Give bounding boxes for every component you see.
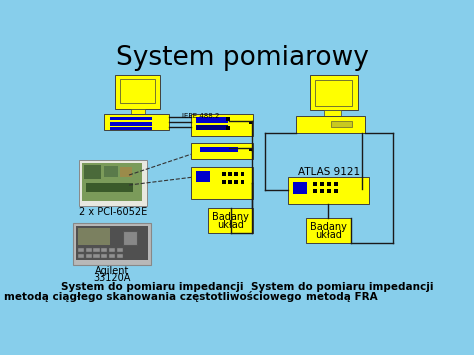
Bar <box>288 178 369 204</box>
Bar <box>109 122 152 126</box>
Bar <box>73 223 151 265</box>
Bar <box>86 183 133 192</box>
Bar <box>86 248 92 252</box>
Text: 2 x PCI-6052E: 2 x PCI-6052E <box>79 207 147 217</box>
Bar <box>78 248 84 252</box>
Bar <box>115 75 160 109</box>
Text: metodą FRA: metodą FRA <box>306 292 378 302</box>
Bar <box>208 208 253 233</box>
Text: układ: układ <box>315 230 342 240</box>
Bar <box>226 126 230 130</box>
Text: układ: układ <box>217 220 244 230</box>
Bar <box>313 182 317 186</box>
Bar <box>109 116 152 120</box>
Bar <box>235 180 238 184</box>
Bar <box>249 121 252 124</box>
Bar <box>306 218 351 243</box>
Bar <box>104 166 118 176</box>
Text: metodą ciągłego skanowania częstotliwościowego: metodą ciągłego skanowania częstotliwośc… <box>3 291 301 302</box>
Bar <box>226 117 230 121</box>
Bar <box>117 254 123 258</box>
Bar <box>196 125 228 130</box>
Bar <box>241 172 245 176</box>
Bar <box>228 172 232 176</box>
Bar <box>196 171 210 182</box>
Bar <box>191 143 253 159</box>
Bar <box>101 254 107 258</box>
Bar <box>93 254 100 258</box>
Bar <box>109 248 115 252</box>
Text: ATLAS 9121: ATLAS 9121 <box>298 167 360 177</box>
Bar <box>328 189 331 193</box>
Bar <box>82 163 142 201</box>
Bar <box>130 109 145 114</box>
Bar <box>228 180 232 184</box>
Bar <box>330 121 352 127</box>
Bar <box>249 148 252 151</box>
Bar <box>75 226 148 260</box>
Bar <box>109 126 152 130</box>
Text: System do pomiaru impedancji: System do pomiaru impedancji <box>251 283 433 293</box>
Bar <box>93 248 100 252</box>
Bar <box>222 172 226 176</box>
Bar <box>296 116 365 133</box>
Text: Agilent: Agilent <box>95 266 129 276</box>
Bar <box>120 79 155 103</box>
Bar <box>191 166 253 199</box>
Bar <box>310 75 357 110</box>
Bar <box>78 254 84 258</box>
Bar <box>200 147 238 152</box>
Bar <box>222 180 226 184</box>
Text: 33120A: 33120A <box>93 273 131 283</box>
Bar <box>334 182 338 186</box>
Bar <box>328 182 331 186</box>
Bar <box>320 189 324 193</box>
Bar <box>315 80 352 106</box>
Bar <box>293 182 307 194</box>
Text: IEEE 488.2: IEEE 488.2 <box>182 113 219 119</box>
Bar <box>235 172 238 176</box>
Text: Badany: Badany <box>310 222 346 233</box>
Bar <box>104 114 169 130</box>
Bar <box>320 182 324 186</box>
Text: System pomiarowy: System pomiarowy <box>117 45 369 71</box>
Bar <box>79 160 147 206</box>
Text: Badany: Badany <box>212 212 249 222</box>
Bar <box>109 254 115 258</box>
Bar <box>78 228 110 245</box>
Bar <box>86 254 92 258</box>
Bar <box>324 110 341 116</box>
Bar <box>117 248 123 252</box>
Bar <box>241 180 245 184</box>
Text: System do pomiaru impedancji: System do pomiaru impedancji <box>61 283 244 293</box>
Bar <box>196 117 228 123</box>
Bar <box>334 189 338 193</box>
Bar <box>313 189 317 193</box>
Bar <box>120 167 132 176</box>
Bar <box>101 248 107 252</box>
Bar <box>84 165 101 179</box>
Bar <box>191 114 253 136</box>
Bar <box>123 231 137 245</box>
